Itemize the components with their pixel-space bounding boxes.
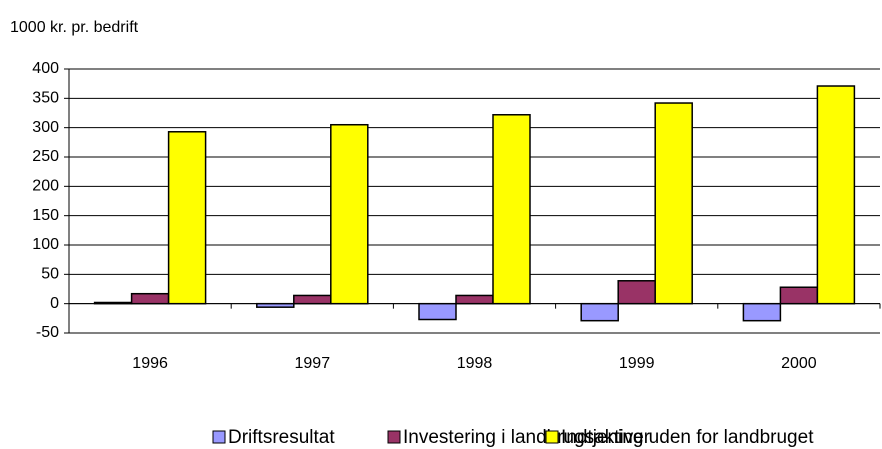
legend-swatch	[212, 430, 226, 444]
bar	[492, 114, 531, 305]
bar	[617, 280, 656, 305]
bar	[167, 131, 207, 305]
y-tick-label: -50	[36, 324, 59, 341]
bar	[130, 292, 170, 305]
y-tick-label: 350	[32, 90, 59, 107]
bar	[293, 294, 332, 305]
legend-label: Investering i landbrugsaktiver	[403, 427, 651, 448]
x-tick-label: 2000	[781, 355, 817, 372]
bar	[816, 85, 856, 305]
y-tick-label: 400	[32, 60, 59, 77]
y-tick-label: 300	[32, 119, 59, 136]
legend-swatch	[545, 430, 559, 444]
y-tick-label: 200	[32, 178, 59, 195]
bar	[742, 302, 782, 322]
bar	[418, 302, 457, 321]
bar	[330, 123, 369, 305]
legend-label: Driftsresultat	[228, 427, 335, 448]
bar	[93, 301, 133, 305]
y-axis-label: 1000 kr. pr. bedrift	[10, 19, 139, 36]
y-tick-label: 50	[41, 266, 59, 283]
bar	[779, 286, 819, 305]
legend-swatch	[387, 430, 401, 444]
bar	[256, 302, 295, 308]
y-tick-label: 100	[32, 236, 59, 253]
bar	[654, 102, 693, 305]
x-tick-label: 1998	[457, 355, 493, 372]
y-tick-label: 250	[32, 148, 59, 165]
bar	[455, 294, 494, 305]
y-tick-label: 0	[50, 295, 59, 312]
x-tick-label: 1997	[295, 355, 331, 372]
x-tick-label: 1999	[619, 355, 655, 372]
bar	[580, 302, 619, 322]
y-tick-label: 150	[32, 207, 59, 224]
legend-label: Indtjening uden for landbruget	[561, 427, 814, 448]
x-tick-label: 1996	[132, 355, 168, 372]
